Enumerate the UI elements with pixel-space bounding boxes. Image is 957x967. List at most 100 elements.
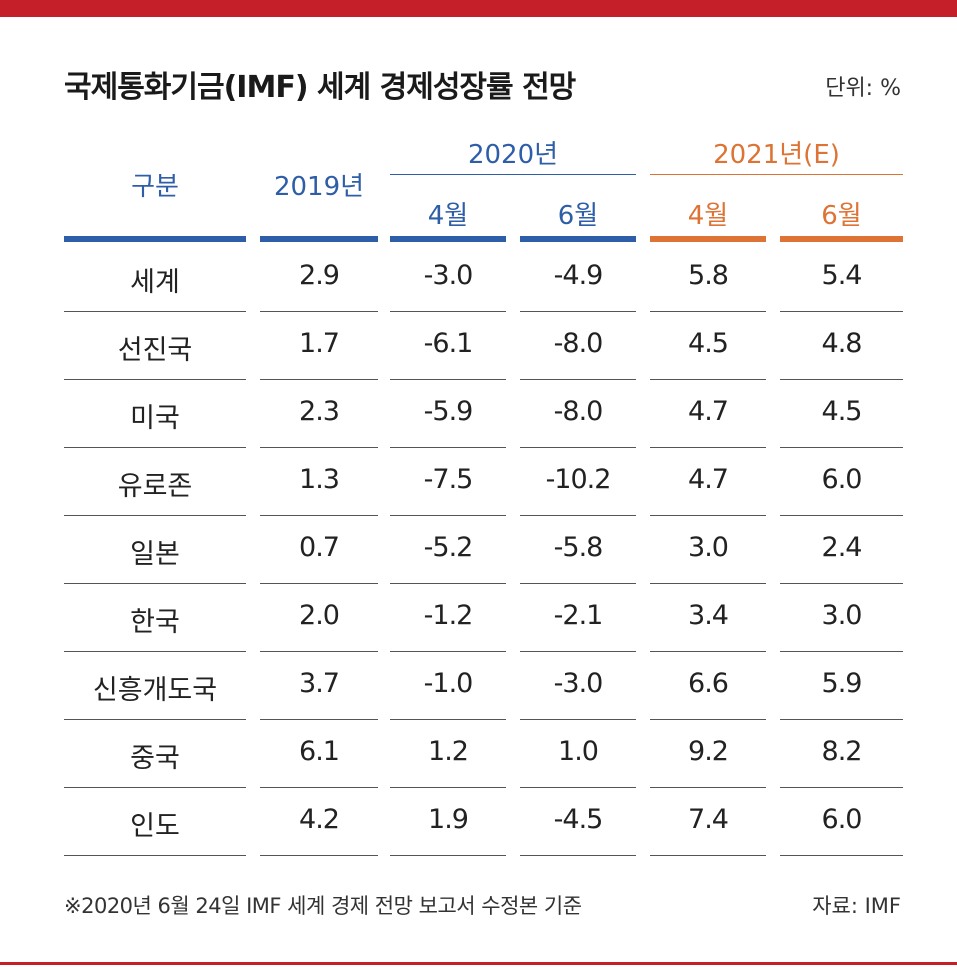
table-cell: 5.9 <box>821 668 863 699</box>
row-separator <box>650 719 766 720</box>
row-label: 중국 <box>130 743 180 774</box>
row-separator <box>64 583 246 584</box>
header-rule-2021-apr <box>650 236 766 242</box>
row-separator <box>780 311 903 312</box>
table-cell: -8.0 <box>553 396 604 427</box>
table-cell: 1.7 <box>299 328 340 359</box>
row-separator <box>260 651 378 652</box>
table-cell: 4.8 <box>821 328 863 359</box>
header-2020-apr: 4월 <box>427 201 469 231</box>
row-separator <box>780 583 903 584</box>
header-2021-jun: 6월 <box>821 201 862 231</box>
table-cell: 9.2 <box>688 736 729 767</box>
table-cell: 1.9 <box>428 804 469 835</box>
table-cell: 5.8 <box>688 260 729 291</box>
row-separator <box>64 379 246 380</box>
row-separator <box>650 651 766 652</box>
row-separator <box>260 719 378 720</box>
row-separator <box>520 651 636 652</box>
row-separator <box>64 719 246 720</box>
row-separator <box>390 583 506 584</box>
header-rule-2021-jun <box>780 236 903 242</box>
table-cell: 3.7 <box>299 668 340 699</box>
row-separator <box>390 787 506 788</box>
header-2021: 2021년(E) <box>713 140 840 170</box>
row-separator <box>64 855 246 856</box>
row-label: 세계 <box>130 267 180 298</box>
row-separator <box>260 855 378 856</box>
table-cell: -8.0 <box>553 328 604 359</box>
row-separator <box>780 787 903 788</box>
row-separator <box>650 583 766 584</box>
table-cell: 4.2 <box>299 804 340 835</box>
row-separator <box>520 379 636 380</box>
table-cell: -5.8 <box>553 532 604 563</box>
row-label: 인도 <box>130 811 180 842</box>
row-separator <box>64 515 246 516</box>
row-separator <box>390 447 506 448</box>
row-separator <box>780 379 903 380</box>
row-separator <box>780 515 903 516</box>
group-line-2021 <box>650 174 903 175</box>
table-cell: 6.6 <box>688 668 729 699</box>
table-cell: -10.2 <box>545 464 612 495</box>
table-cell: -2.1 <box>553 600 604 631</box>
row-separator <box>520 515 636 516</box>
row-separator <box>64 651 246 652</box>
table-cell: 1.3 <box>299 464 340 495</box>
row-separator <box>650 447 766 448</box>
table-cell: 5.4 <box>821 260 863 291</box>
row-separator <box>260 583 378 584</box>
row-label: 한국 <box>130 607 180 638</box>
row-separator <box>520 447 636 448</box>
table-cell: 3.0 <box>821 600 863 631</box>
row-separator <box>650 515 766 516</box>
table-cell: 2.4 <box>821 532 863 563</box>
row-label: 미국 <box>130 403 180 434</box>
table-cell: -1.0 <box>423 668 474 699</box>
table-cell: -6.1 <box>423 328 474 359</box>
row-separator <box>64 787 246 788</box>
header-category: 구분 <box>131 172 179 202</box>
row-separator <box>780 855 903 856</box>
table-cell: 1.0 <box>558 736 599 767</box>
chart-title: 국제통화기금(IMF) 세계 경제성장률 전망 <box>64 70 576 105</box>
header-2020: 2020년 <box>467 140 559 170</box>
row-separator <box>520 311 636 312</box>
row-separator <box>64 311 246 312</box>
row-label: 일본 <box>130 539 180 570</box>
table-cell: 7.4 <box>688 804 729 835</box>
row-label: 유로존 <box>117 471 193 502</box>
row-separator <box>390 379 506 380</box>
row-separator <box>260 787 378 788</box>
table-cell: -5.9 <box>423 396 474 427</box>
table-cell: 2.0 <box>299 600 340 631</box>
row-separator <box>64 447 246 448</box>
row-separator <box>520 583 636 584</box>
header-rule-2020-apr <box>390 236 506 242</box>
row-separator <box>260 447 378 448</box>
row-separator <box>390 855 506 856</box>
header-2020-jun: 6월 <box>557 201 599 231</box>
table-cell: 3.4 <box>688 600 729 631</box>
row-separator <box>650 311 766 312</box>
header-2019: 2019년 <box>273 172 365 202</box>
table-cell: 2.9 <box>299 260 340 291</box>
top-accent-bar <box>0 0 957 17</box>
row-separator <box>520 787 636 788</box>
table-cell: -5.2 <box>423 532 474 563</box>
header-rule-2019 <box>260 236 378 242</box>
unit-label: 단위: % <box>825 76 901 101</box>
row-separator <box>780 719 903 720</box>
header-rule-2020-jun <box>520 236 636 242</box>
table-cell: -4.5 <box>553 804 604 835</box>
table-cell: 4.7 <box>688 464 729 495</box>
row-separator <box>780 651 903 652</box>
row-separator <box>390 719 506 720</box>
source-label: 자료: IMF <box>812 894 901 918</box>
row-separator <box>780 447 903 448</box>
row-separator <box>650 787 766 788</box>
table-cell: 6.0 <box>821 464 863 495</box>
table-cell: 6.1 <box>299 736 340 767</box>
table-cell: 4.5 <box>821 396 863 427</box>
